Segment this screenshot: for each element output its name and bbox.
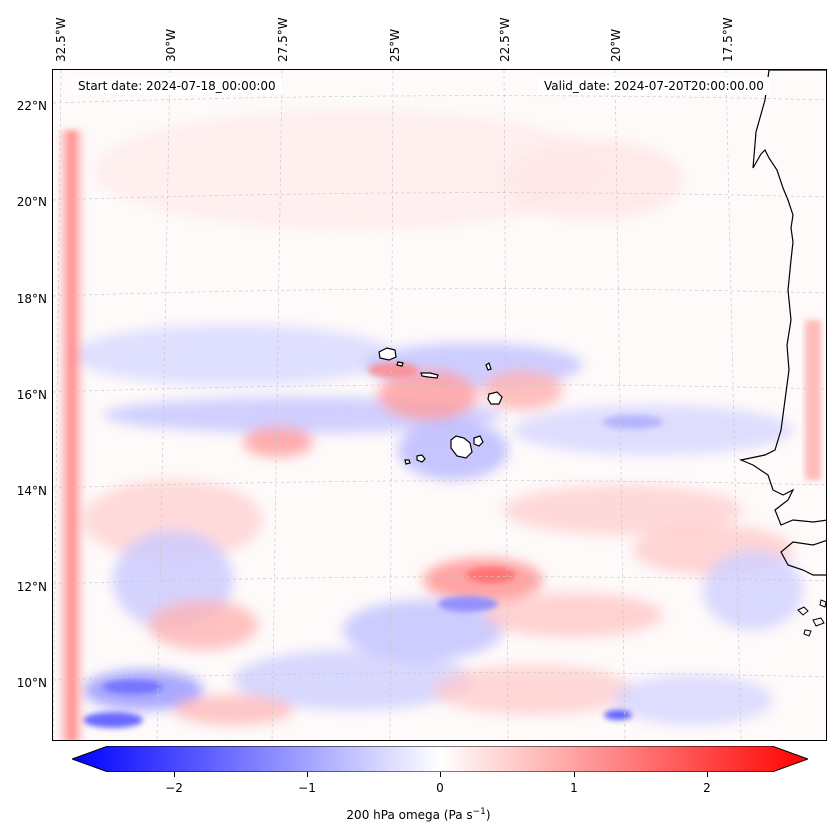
- cbar-tick-label: −1: [298, 781, 316, 795]
- colorbar-label-suffix: ): [485, 808, 491, 822]
- cbar-tick-label: 2: [703, 781, 711, 795]
- lat-label-16n: 16°N: [16, 388, 47, 402]
- map-panel[interactable]: [52, 69, 827, 741]
- lon-label-22-5w: 22.5°W: [498, 17, 512, 62]
- omega-contours: [73, 110, 803, 725]
- omega-fine-features: [83, 362, 663, 728]
- lon-label-27-5w: 27.5°W: [276, 17, 290, 62]
- island-sao-vicente: [396, 361, 404, 367]
- lon-label-32-5w: 32.5°W: [54, 17, 68, 62]
- colorbar-label-prefix: 200 hPa omega (Pa s: [346, 808, 473, 822]
- cbar-tick-label: 0: [436, 781, 444, 795]
- cbar-tick-mark: [307, 772, 308, 777]
- lat-label-20n: 20°N: [16, 195, 47, 209]
- lat-label-18n: 18°N: [16, 292, 47, 306]
- island-sao-nicolau: [420, 372, 439, 379]
- right-edge-strip: [805, 320, 821, 480]
- omega-field-map: [53, 70, 826, 740]
- valid-date-label: Valid_date: 2024-07-20T20:00:00.00: [538, 77, 770, 95]
- cape-verde-islands: [378, 347, 503, 465]
- lat-label-10n: 10°N: [16, 676, 47, 690]
- lat-label-12n: 12°N: [16, 580, 47, 594]
- cbar-tick-label: 1: [570, 781, 578, 795]
- colorbar-label: 200 hPa omega (Pa s−1): [0, 807, 837, 822]
- island-boa-vista: [487, 391, 503, 405]
- graticule: [53, 70, 826, 740]
- lon-label-17-5w: 17.5°W: [721, 17, 735, 62]
- lat-label-14n: 14°N: [16, 484, 47, 498]
- cbar-tick-mark: [574, 772, 575, 777]
- guinea-coastline: [780, 540, 826, 576]
- island-brava: [404, 459, 411, 465]
- lon-label-20w: 20°W: [609, 28, 623, 62]
- cbar-tick-mark: [707, 772, 708, 777]
- island-fogo: [416, 454, 426, 463]
- lon-label-25w: 25°W: [388, 28, 402, 62]
- island-santo-antao: [378, 347, 397, 361]
- start-date-label: Start date: 2024-07-18_00:00:00: [72, 77, 282, 95]
- island-sal: [485, 362, 492, 371]
- colorbar: [72, 746, 808, 772]
- cbar-tick-mark: [174, 772, 175, 777]
- colorbar-label-exponent: −1: [472, 807, 486, 817]
- lat-label-22n: 22°N: [16, 99, 47, 113]
- cbar-tick-label: −2: [165, 781, 183, 795]
- island-maio: [473, 435, 484, 447]
- left-edge-strip: [59, 130, 85, 740]
- colorbar-body: [72, 746, 808, 772]
- bijagos-islands: [797, 599, 826, 637]
- island-santiago: [450, 435, 473, 459]
- africa-coastline: [738, 70, 826, 526]
- lon-label-30w: 30°W: [164, 28, 178, 62]
- cbar-tick-mark: [440, 772, 441, 777]
